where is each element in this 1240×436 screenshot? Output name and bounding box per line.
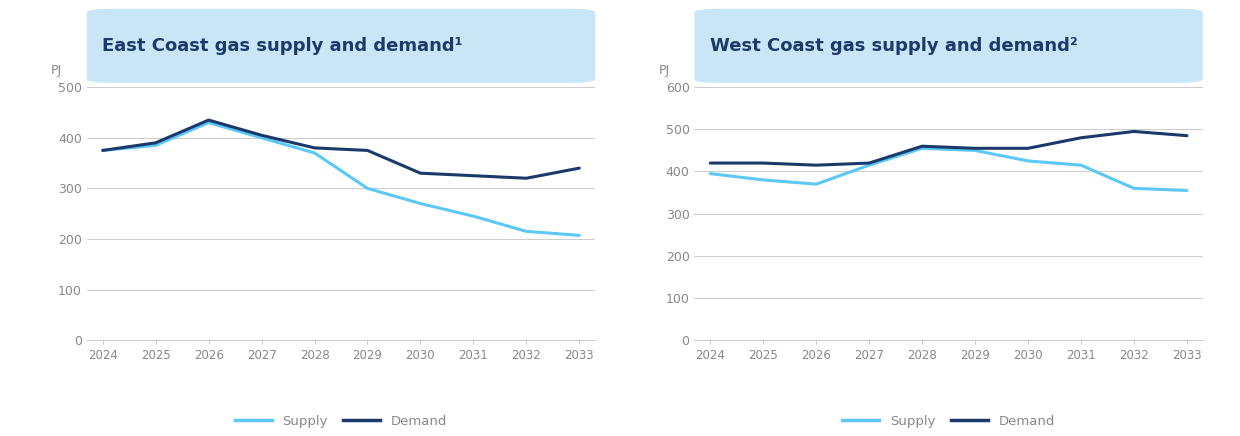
Text: PJ: PJ (51, 64, 62, 77)
Text: East Coast gas supply and demand¹: East Coast gas supply and demand¹ (102, 37, 463, 55)
FancyBboxPatch shape (87, 9, 595, 83)
FancyBboxPatch shape (694, 9, 1203, 83)
Text: PJ: PJ (658, 64, 670, 77)
Legend: Supply, Demand: Supply, Demand (837, 410, 1060, 433)
Text: West Coast gas supply and demand²: West Coast gas supply and demand² (709, 37, 1078, 55)
Legend: Supply, Demand: Supply, Demand (229, 410, 453, 433)
